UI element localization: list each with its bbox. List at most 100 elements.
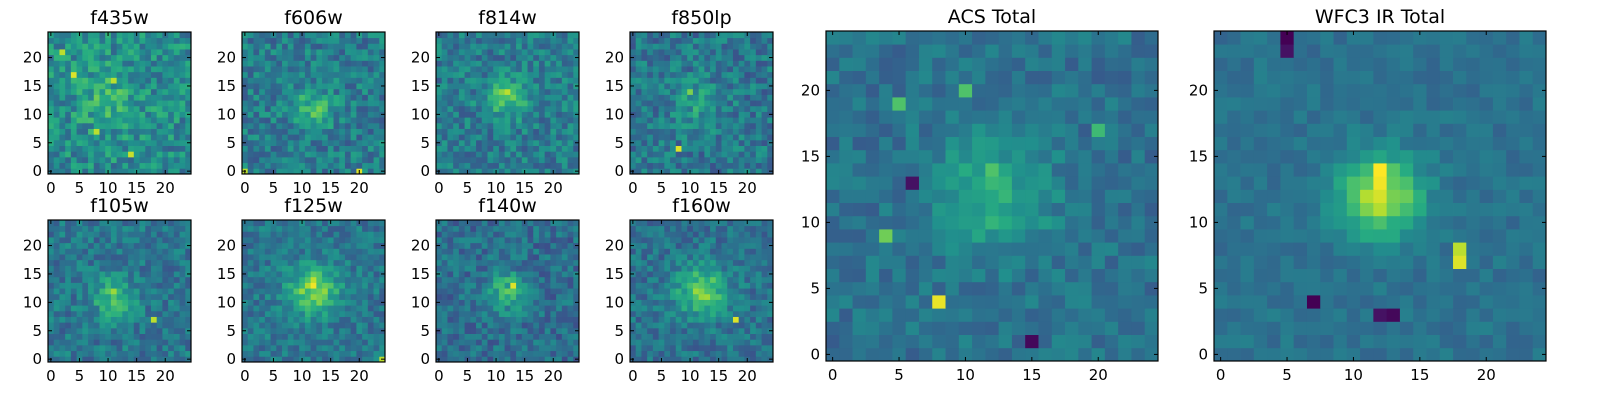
heatmap-cell [458,333,465,340]
heatmap-cell [276,88,283,95]
heatmap-cell [664,271,671,278]
heatmap-cell [105,122,112,129]
heatmap-cell [299,151,306,158]
heatmap-cell [299,344,306,352]
heatmap-cell [88,77,95,84]
heatmap-cell [70,117,77,124]
heatmap-cell [150,254,158,261]
heatmap-cell [105,231,112,238]
heatmap-cell [750,339,757,346]
heatmap-cell [156,66,163,73]
heatmap-cell [470,248,477,255]
heatmap-cell [738,350,745,357]
heatmap-cell [704,339,711,346]
heatmap-cell [356,327,363,334]
heatmap-cell [333,105,340,112]
heatmap-cell [498,145,506,152]
heatmap-cell [561,43,568,50]
x-tick-label: 20 [350,367,369,385]
heatmap-cell [738,299,745,306]
heatmap-cell [516,117,523,124]
heatmap-cell [179,248,186,255]
heatmap-cell [139,248,146,255]
heatmap-cell [732,117,740,124]
heatmap-cell [767,276,774,283]
heatmap-cell [556,111,563,118]
heatmap-cell [339,322,346,329]
heatmap-cell [339,282,346,289]
heatmap-cell [168,254,175,261]
heatmap-cell [658,316,665,323]
heatmap-cell [567,356,574,363]
heatmap-cell [139,316,146,323]
heatmap-cell [641,344,648,352]
heatmap-cell [70,248,77,255]
heatmap-cell [556,254,563,261]
heatmap-cell [65,282,72,289]
heatmap-cell [122,316,129,323]
heatmap-cell [738,49,745,56]
heatmap-cell [692,282,700,289]
heatmap-cell [510,94,517,101]
heatmap-cell [270,43,277,50]
heatmap-cell [704,77,711,84]
heatmap-cell [527,248,534,255]
heatmap-cell [105,265,112,272]
heatmap-cell [464,151,471,158]
heatmap-cell [316,49,323,56]
heatmap-cell [692,299,700,306]
heatmap-cell [447,316,454,323]
heatmap-cell [556,77,563,84]
heatmap-cell [476,111,483,118]
heatmap-cell [133,122,140,129]
heatmap-cell [481,220,488,227]
heatmap-cell [82,316,89,323]
heatmap-cell [110,111,118,118]
heatmap-cell [293,310,300,317]
heatmap-cell [538,71,546,78]
panel-title: f814w [478,7,537,29]
heatmap-cell [287,49,294,56]
heatmap-cell [65,43,72,50]
heatmap-cell [122,83,129,90]
heatmap-cell [299,54,306,61]
heatmap-cell [767,316,774,323]
heatmap-cell [185,66,192,73]
heatmap-cell [156,168,163,175]
heatmap-cell [436,322,443,329]
heatmap-cell [635,344,642,352]
heatmap-cell [59,60,66,67]
heatmap-cell [538,60,546,67]
heatmap-cell [133,339,140,346]
heatmap-cell [687,288,694,295]
heatmap-cell [447,350,454,357]
heatmap-cell [630,128,637,135]
heatmap-cell [527,350,534,357]
heatmap-cell [145,117,152,124]
heatmap-cell [59,225,66,232]
heatmap-cell [544,88,551,95]
heatmap-cell [710,333,717,340]
heatmap-cell [755,293,762,300]
heatmap-cell [93,327,100,334]
heatmap-cell [675,49,682,56]
heatmap-cell [510,220,517,227]
y-tick-label: 10 [411,293,430,311]
heatmap-cell [498,231,506,238]
heatmap-cell [755,66,762,73]
heatmap-cell [527,37,534,44]
heatmap-cell [658,105,665,112]
heatmap-cell [436,66,443,73]
heatmap-cell [573,310,580,317]
heatmap-cell [573,122,580,129]
heatmap-cell [356,299,363,306]
heatmap-cell [373,237,380,244]
heatmap-cell [168,237,175,244]
heatmap-cell [293,299,300,306]
heatmap-cell [53,333,60,340]
heatmap-cell [727,310,734,317]
heatmap-cell [715,122,722,129]
heatmap-cell [441,327,448,334]
heatmap-cell [316,37,323,44]
heatmap-cell [498,60,506,67]
